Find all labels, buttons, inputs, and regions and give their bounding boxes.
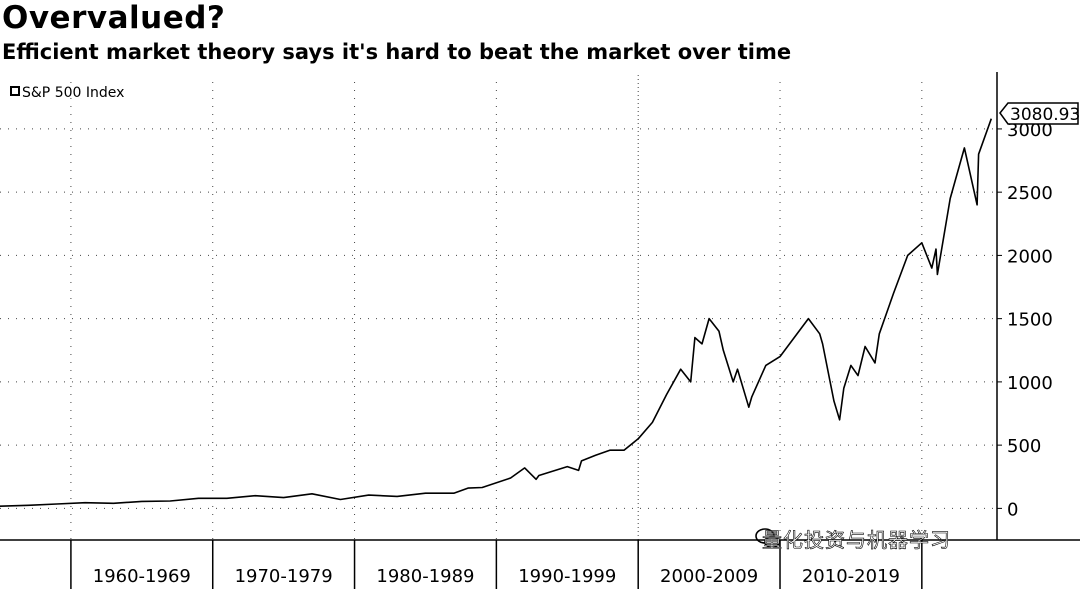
y-tick-label: 1000 xyxy=(1007,373,1053,394)
chart-frame xyxy=(0,72,1080,541)
x-category-label: 1980-1989 xyxy=(376,566,474,587)
legend-swatch xyxy=(10,86,20,96)
legend: S&P 500 Index xyxy=(10,85,124,101)
last-value-tag: 3080.93 xyxy=(999,102,1080,125)
x-category-label: 1990-1999 xyxy=(518,566,616,587)
legend-label: S&P 500 Index xyxy=(22,85,124,101)
chart-subtitle: Efficient market theory says it's hard t… xyxy=(2,40,792,64)
y-tick-label: 3000 xyxy=(1007,120,1053,141)
series-layer xyxy=(0,118,993,507)
y-tick-label: 1500 xyxy=(1007,310,1053,331)
y-tick-label: 2000 xyxy=(1007,246,1053,267)
x-category-label: 2010-2019 xyxy=(802,566,900,587)
x-axis: 1960-1969 1970-1979 1980-1989 1990-1999 2000… xyxy=(70,540,923,589)
wechat-icon xyxy=(755,528,780,549)
y-tick-label: 0 xyxy=(1007,499,1018,520)
watermark-text: 量化投资与机器学习 xyxy=(762,528,951,553)
last-value-pointer xyxy=(999,102,1079,125)
chart-title: Overvalued? xyxy=(2,0,226,36)
y-tick-label: 2500 xyxy=(1007,183,1053,204)
y-tick-label: 500 xyxy=(1007,436,1041,457)
series-line xyxy=(0,118,993,507)
last-value-label: 3080.93 xyxy=(1010,105,1080,125)
x-category-label: 1970-1979 xyxy=(235,566,333,587)
x-category-label: 1960-1969 xyxy=(93,566,191,587)
gridlines xyxy=(0,75,997,540)
y-axis: 0 500 1000 1500 2000 2500 3000 xyxy=(997,120,1053,520)
x-category-label: 2000-2009 xyxy=(660,566,758,587)
